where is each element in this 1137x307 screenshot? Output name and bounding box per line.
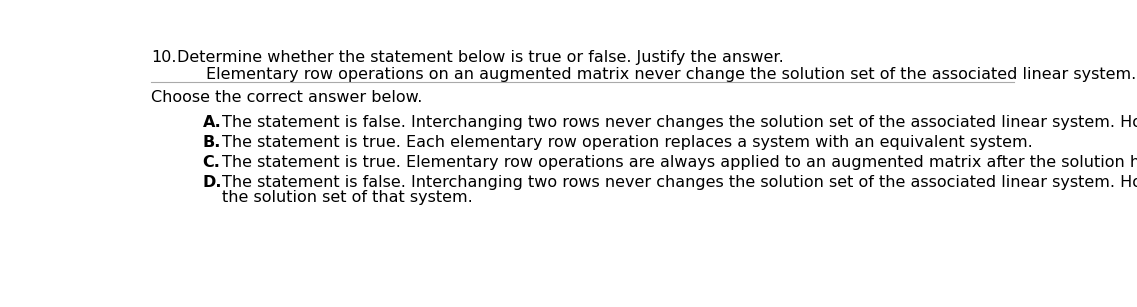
Text: Elementary row operations on an augmented matrix never change the solution set o: Elementary row operations on an augmente… bbox=[206, 67, 1136, 82]
Text: B.: B. bbox=[202, 135, 221, 150]
Text: C.: C. bbox=[202, 155, 221, 170]
Text: The statement is true. Elementary row operations are always applied to an augmen: The statement is true. Elementary row op… bbox=[222, 155, 1137, 170]
Text: the solution set of that system.: the solution set of that system. bbox=[222, 190, 473, 205]
Text: The statement is true. Each elementary row operation replaces a system with an e: The statement is true. Each elementary r… bbox=[222, 135, 1032, 150]
Text: Determine whether the statement below is true or false. Justify the answer.: Determine whether the statement below is… bbox=[177, 50, 783, 65]
Text: The statement is false. Interchanging two rows never changes the solution set of: The statement is false. Interchanging tw… bbox=[222, 115, 1137, 130]
Text: 10.: 10. bbox=[151, 50, 177, 65]
Text: D.: D. bbox=[202, 175, 222, 190]
Text: The statement is false. Interchanging two rows never changes the solution set of: The statement is false. Interchanging tw… bbox=[222, 175, 1137, 190]
Text: A.: A. bbox=[202, 115, 222, 130]
Text: Choose the correct answer below.: Choose the correct answer below. bbox=[151, 90, 423, 105]
